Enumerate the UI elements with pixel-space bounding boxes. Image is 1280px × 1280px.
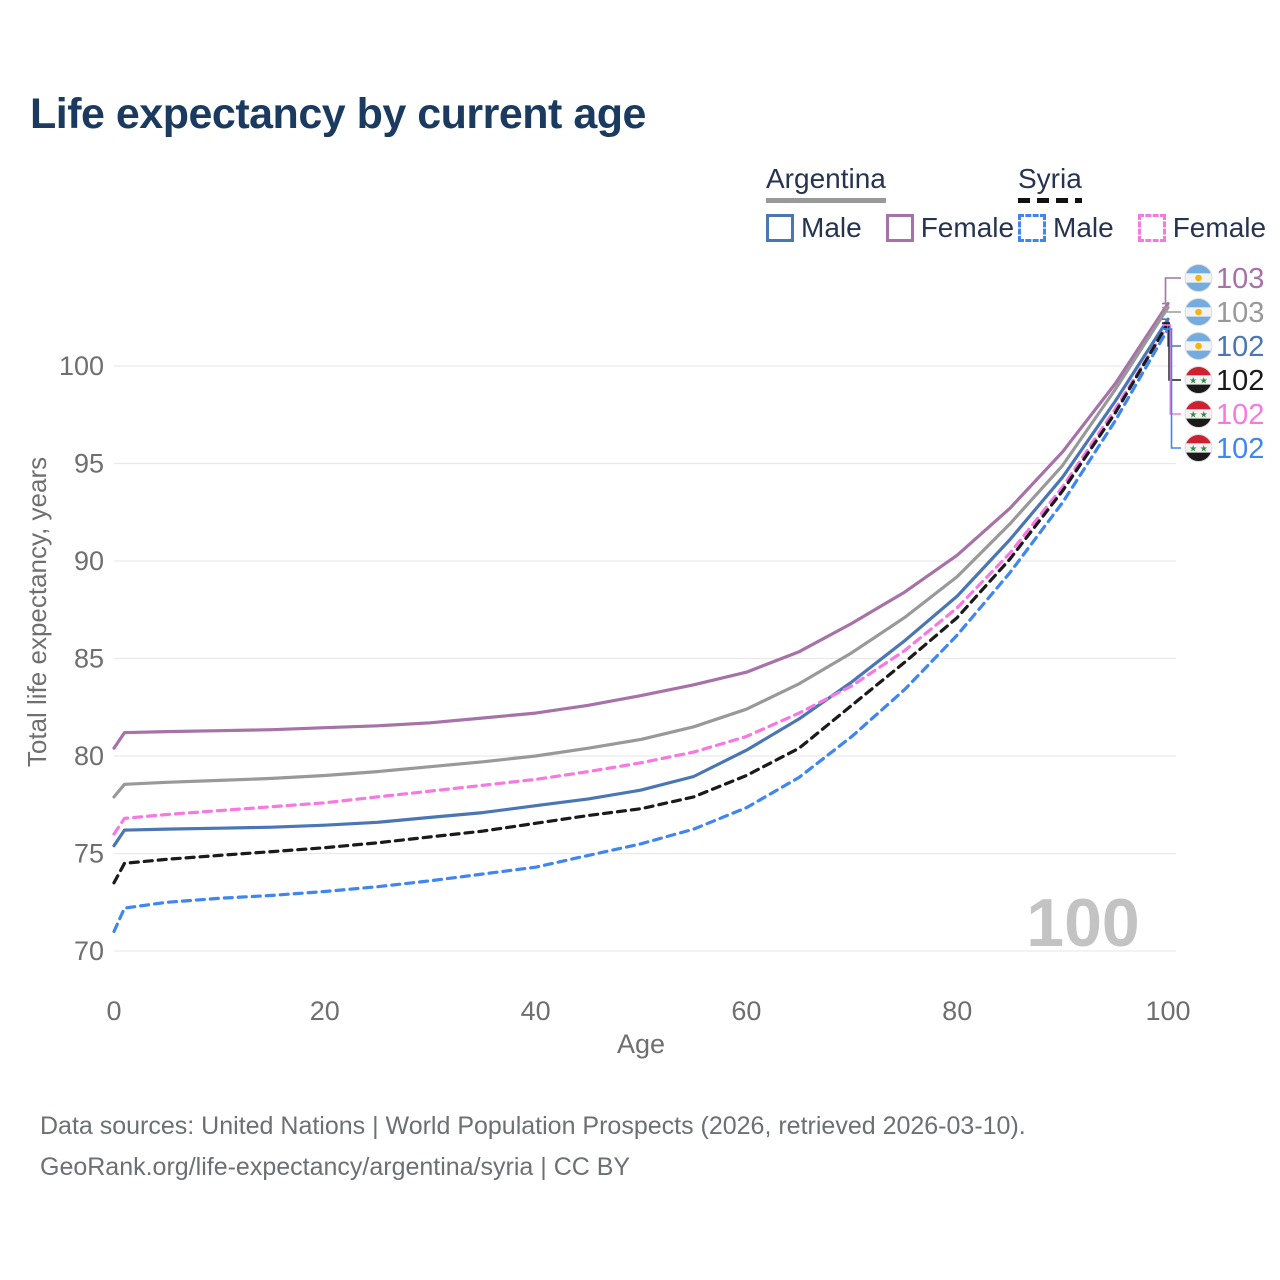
end-value-label-syria-total: 102 — [1216, 365, 1264, 397]
svg-text:★: ★ — [1200, 410, 1208, 420]
svg-text:★: ★ — [1189, 444, 1197, 454]
series-line-syria-female — [112, 323, 1170, 836]
y-tick-label: 85 — [74, 644, 104, 674]
svg-text:★: ★ — [1200, 444, 1208, 454]
end-label-leader-argentina-total — [1162, 306, 1181, 313]
y-tick-label: 75 — [74, 839, 104, 869]
legend-swatch-argentina-male — [766, 214, 794, 242]
y-tick-label: 70 — [74, 936, 104, 966]
legend-group-argentina: Argentina Male Female — [766, 163, 1038, 244]
y-tick-label: 95 — [74, 449, 104, 479]
end-value-label-syria-female: 102 — [1216, 399, 1264, 431]
chart-footer: Data sources: United Nations | World Pop… — [40, 1106, 1026, 1188]
argentina-flag-icon — [1184, 332, 1213, 360]
syria-flag-icon: ★ ★ — [1184, 400, 1213, 428]
legend-swatch-argentina-female — [885, 214, 914, 242]
argentina-flag-icon — [1184, 298, 1213, 326]
legend-group-syria: Syria Male Female — [1018, 163, 1280, 244]
legend-label-syria-female: Female — [1172, 212, 1267, 243]
end-label-leader-syria-female — [1162, 324, 1181, 415]
svg-text:★: ★ — [1189, 410, 1197, 420]
legend-country-syria: Syria — [1018, 163, 1082, 194]
series-line-argentina-male — [112, 317, 1170, 848]
syria-flag-icon: ★ ★ — [1184, 366, 1213, 394]
end-value-label-syria-male: 102 — [1216, 433, 1264, 465]
svg-text:★: ★ — [1200, 376, 1208, 386]
end-label-leader-syria-male — [1162, 328, 1181, 449]
x-axis-title: Age — [617, 1029, 665, 1059]
series-line-argentina-female — [112, 302, 1170, 750]
end-label-leader-syria-total — [1162, 322, 1181, 381]
attribution-text: GeoRank.org/life-expectancy/argentina/sy… — [40, 1153, 631, 1181]
y-tick-label: 90 — [74, 546, 104, 576]
syria-flag-icon: ★ ★ — [1184, 434, 1213, 462]
x-tick-label: 40 — [521, 996, 551, 1026]
legend-swatch-syria-male — [1018, 214, 1046, 242]
legend-country-argentina: Argentina — [766, 163, 886, 194]
y-tick-label: 100 — [59, 351, 104, 381]
y-axis-title: Total life expectancy, years — [22, 457, 52, 767]
end-value-label-argentina-total: 103 — [1216, 297, 1264, 329]
end-label-leader-argentina-male — [1162, 318, 1181, 347]
legend-label-syria-male: Male — [1053, 212, 1114, 243]
argentina-flag-icon — [1184, 264, 1213, 292]
page-title: Life expectancy by current age — [30, 90, 646, 138]
x-tick-label: 80 — [942, 996, 972, 1026]
end-label-leader-argentina-female — [1162, 277, 1181, 305]
data-sources-text: Data sources: United Nations | World Pop… — [40, 1112, 1026, 1140]
y-tick-label: 80 — [74, 741, 104, 771]
end-value-label-argentina-female: 103 — [1216, 263, 1264, 295]
svg-text:★: ★ — [1189, 376, 1197, 386]
x-tick-label: 0 — [106, 996, 121, 1026]
legend-swatch-syria-female — [1137, 214, 1166, 242]
age-watermark: 100 — [1026, 885, 1139, 961]
x-tick-label: 20 — [310, 996, 340, 1026]
chart-legend: Argentina Male Female Syria Male Female — [0, 0, 1280, 250]
legend-underline-argentina-solid — [766, 198, 886, 203]
legend-label-argentina-female: Female — [920, 212, 1015, 243]
legend-label-argentina-male: Male — [801, 212, 862, 243]
series-line-argentina-total — [112, 305, 1170, 799]
series-line-syria-male — [112, 327, 1170, 934]
series-line-syria-total — [112, 321, 1170, 885]
end-value-label-argentina-male: 102 — [1216, 331, 1264, 363]
x-tick-label: 60 — [731, 996, 761, 1026]
legend-underline-syria-dashed — [1018, 198, 1082, 203]
x-tick-label: 100 — [1145, 996, 1190, 1026]
